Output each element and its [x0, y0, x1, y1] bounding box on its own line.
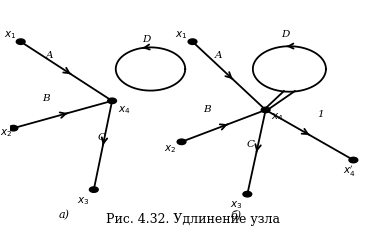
Text: $x_4'$: $x_4'$ [343, 164, 356, 179]
Text: $x_4$: $x_4$ [118, 104, 130, 116]
Text: A: A [214, 51, 222, 60]
Text: $x_4$: $x_4$ [271, 111, 284, 123]
Circle shape [177, 139, 186, 144]
Circle shape [16, 39, 25, 44]
Circle shape [108, 98, 117, 104]
Text: $x_1$: $x_1$ [175, 29, 188, 41]
Circle shape [349, 157, 358, 163]
Text: б): б) [231, 209, 242, 220]
Text: B: B [203, 105, 211, 114]
Circle shape [188, 39, 197, 44]
Text: $x_3$: $x_3$ [230, 200, 243, 211]
Text: A: A [46, 51, 54, 60]
Circle shape [89, 187, 98, 192]
Text: D: D [143, 35, 151, 44]
Text: D: D [282, 30, 290, 39]
Circle shape [9, 125, 18, 131]
Text: C: C [97, 133, 105, 142]
Text: C: C [247, 140, 255, 149]
Circle shape [243, 191, 252, 197]
Text: а): а) [59, 210, 70, 220]
Text: B: B [42, 94, 50, 103]
Text: 1: 1 [317, 110, 324, 119]
Text: $x_1$: $x_1$ [3, 29, 16, 41]
Circle shape [261, 107, 270, 113]
Text: $x_2$: $x_2$ [0, 127, 12, 139]
Text: $x_2$: $x_2$ [164, 143, 177, 155]
Text: $x_3$: $x_3$ [77, 195, 89, 207]
Text: Рис. 4.32. Удлинение узла: Рис. 4.32. Удлинение узла [106, 213, 279, 226]
